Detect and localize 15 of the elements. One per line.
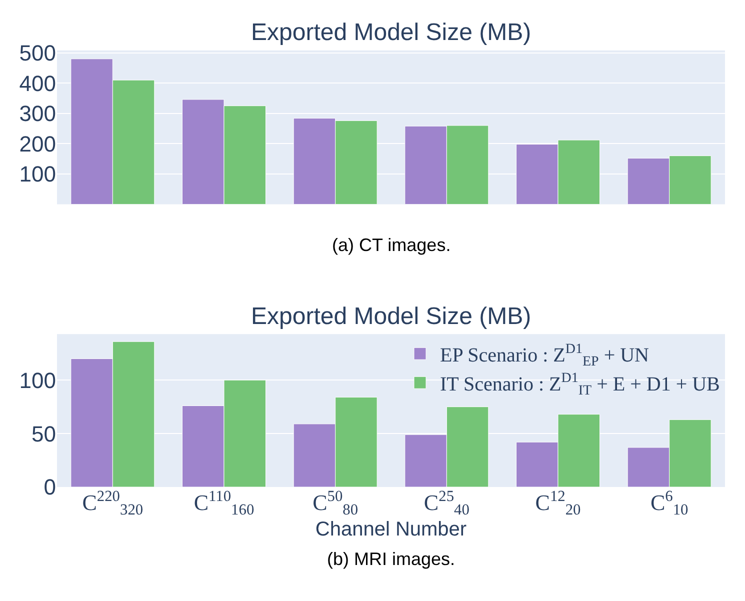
y-tick-label: 100 [19, 368, 56, 393]
y-tick-label: 0 [44, 474, 56, 500]
legend-label: IT Scenario : Z$^{D1}$$_{IT}$ + E + D1 + UB [440, 371, 720, 399]
chart-title: Exported Model Size (MB) [251, 303, 532, 330]
legend-label: EP Scenario : Z$^{D1}$$_{EP}$ + UN [440, 342, 649, 370]
text: (a) CT images. [332, 235, 451, 255]
chart-title: Exported Model Size (MB) [251, 19, 532, 46]
y-tick-label: 400 [19, 70, 56, 96]
y-tick-label: 100 [19, 162, 56, 187]
y-tick-label: 500 [19, 40, 56, 66]
text: (b) MRI images. [327, 549, 456, 569]
x-axis-title: Channel Number [315, 518, 467, 541]
y-tick-label: 50 [32, 421, 56, 446]
y-tick-label: 300 [19, 101, 56, 126]
y-tick-label: 200 [19, 131, 56, 156]
